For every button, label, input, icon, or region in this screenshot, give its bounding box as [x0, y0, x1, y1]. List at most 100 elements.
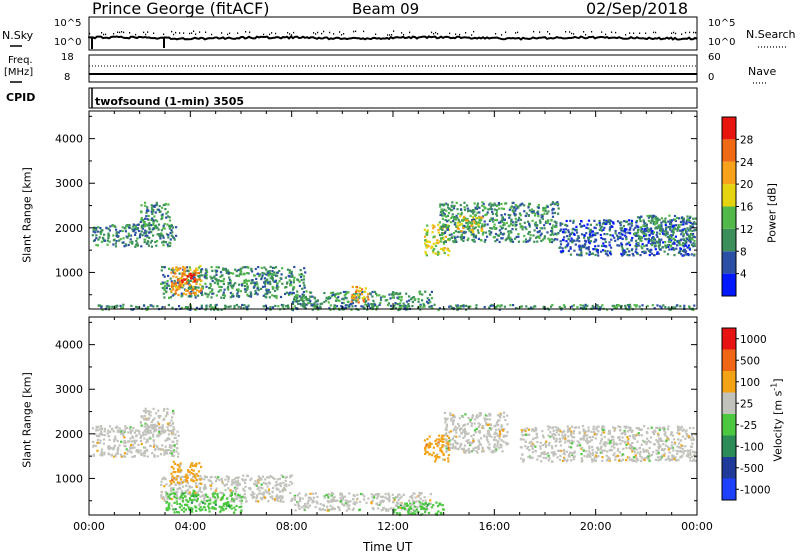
heatmap-cell: [348, 500, 351, 503]
heatmap-cell: [487, 440, 490, 443]
heatmap-cell: [295, 296, 298, 300]
heatmap-cell: [188, 266, 191, 269]
heatmap-cell: [475, 306, 478, 309]
heatmap-cell: [153, 426, 156, 429]
heatmap-cell: [156, 220, 159, 223]
heatmap-cell: [439, 448, 442, 451]
heatmap-cell: [148, 227, 151, 230]
heatmap-cell: [125, 224, 128, 227]
heatmap-cell: [160, 229, 163, 232]
heatmap-cell: [589, 223, 592, 226]
heatmap-cell: [523, 433, 526, 436]
heatmap-cell: [177, 293, 180, 297]
heatmap-cell: [161, 241, 164, 244]
heatmap-cell: [656, 235, 659, 238]
heatmap-cell: [161, 215, 164, 219]
heatmap-cell: [161, 281, 164, 284]
heatmap-cell: [292, 281, 295, 284]
heatmap-cell: [575, 231, 579, 234]
heatmap-cell: [143, 451, 146, 455]
heatmap-cell: [144, 229, 147, 232]
heatmap-cell: [394, 508, 397, 511]
heatmap-cell: [96, 449, 99, 452]
heatmap-cell: [181, 280, 184, 283]
heatmap-cell: [128, 428, 132, 431]
heatmap-cell: [295, 300, 298, 303]
heatmap-cell: [122, 303, 125, 306]
heatmap-cell: [660, 229, 663, 232]
heatmap-cell: [600, 225, 603, 228]
heatmap-cell: [430, 246, 433, 250]
heatmap-cell: [388, 500, 391, 503]
heatmap-cell: [477, 237, 480, 240]
heatmap-cell: [205, 285, 208, 288]
heatmap-cell: [572, 221, 575, 224]
heatmap-cell: [601, 249, 605, 252]
heatmap-cell: [639, 235, 642, 238]
heatmap-cell: [171, 444, 174, 447]
heatmap-cell: [586, 455, 589, 458]
heatmap-cell: [656, 217, 659, 220]
heatmap-cell: [190, 499, 194, 502]
heatmap-cell: [404, 504, 407, 507]
heatmap-cell: [254, 267, 257, 271]
heatmap-cell: [214, 492, 217, 495]
heatmap-cell: [412, 508, 415, 511]
heatmap-cell: [598, 223, 601, 226]
heatmap-cell: [453, 435, 456, 438]
heatmap-cell: [95, 425, 98, 428]
heatmap-cell: [190, 477, 193, 480]
heatmap-cell: [684, 437, 687, 440]
heatmap-cell: [478, 211, 481, 214]
heatmap-cell: [214, 277, 217, 280]
heatmap-cell: [228, 276, 231, 279]
heatmap-cell: [169, 225, 172, 228]
heatmap-cell: [103, 434, 106, 437]
heatmap-cell: [453, 217, 456, 221]
heatmap-cell: [172, 486, 175, 490]
heatmap-cell: [212, 501, 215, 504]
heatmap-cell: [237, 269, 240, 272]
heatmap-cell: [114, 438, 117, 441]
heatmap-cell: [496, 304, 500, 307]
heatmap-cell: [434, 454, 437, 457]
heatmap-cell: [211, 507, 214, 510]
heatmap-cell: [348, 305, 351, 308]
heatmap-cell: [494, 240, 497, 243]
heatmap-cell: [303, 286, 306, 289]
heatmap-cell: [276, 499, 279, 502]
heatmap-cell: [687, 239, 690, 242]
heatmap-cell: [151, 212, 154, 215]
heatmap-cell: [497, 440, 500, 443]
heatmap-cell: [172, 455, 175, 458]
heatmap-cell: [680, 238, 683, 241]
heatmap-cell: [144, 407, 147, 410]
heatmap-cell: [195, 289, 199, 292]
heatmap-cell: [99, 425, 102, 428]
heatmap-cell: [609, 250, 612, 253]
heatmap-cell: [190, 486, 193, 489]
heatmap-cell: [176, 502, 179, 505]
heatmap-cell: [494, 306, 497, 309]
heatmap-cell: [465, 440, 469, 443]
heatmap-cell: [688, 221, 691, 224]
heatmap-cell: [112, 430, 115, 433]
heatmap-cell: [430, 506, 433, 509]
heatmap-cell: [336, 499, 339, 502]
heatmap-cell: [290, 293, 293, 296]
heatmap-cell: [224, 304, 227, 307]
heatmap-cell: [450, 221, 453, 224]
heatmap-cell: [444, 219, 447, 222]
heatmap-cell: [470, 450, 473, 453]
heatmap-cell: [211, 306, 214, 309]
heatmap-cell: [208, 305, 211, 308]
heatmap-cell: [145, 423, 148, 426]
heatmap-cell: [200, 287, 203, 290]
heatmap-cell: [260, 266, 263, 269]
heatmap-cell: [509, 240, 512, 243]
heatmap-cell: [567, 229, 570, 232]
heatmap-cell: [428, 435, 431, 438]
heatmap-cell: [524, 238, 528, 241]
heatmap-cell: [176, 487, 179, 490]
heatmap-cell: [257, 289, 260, 292]
